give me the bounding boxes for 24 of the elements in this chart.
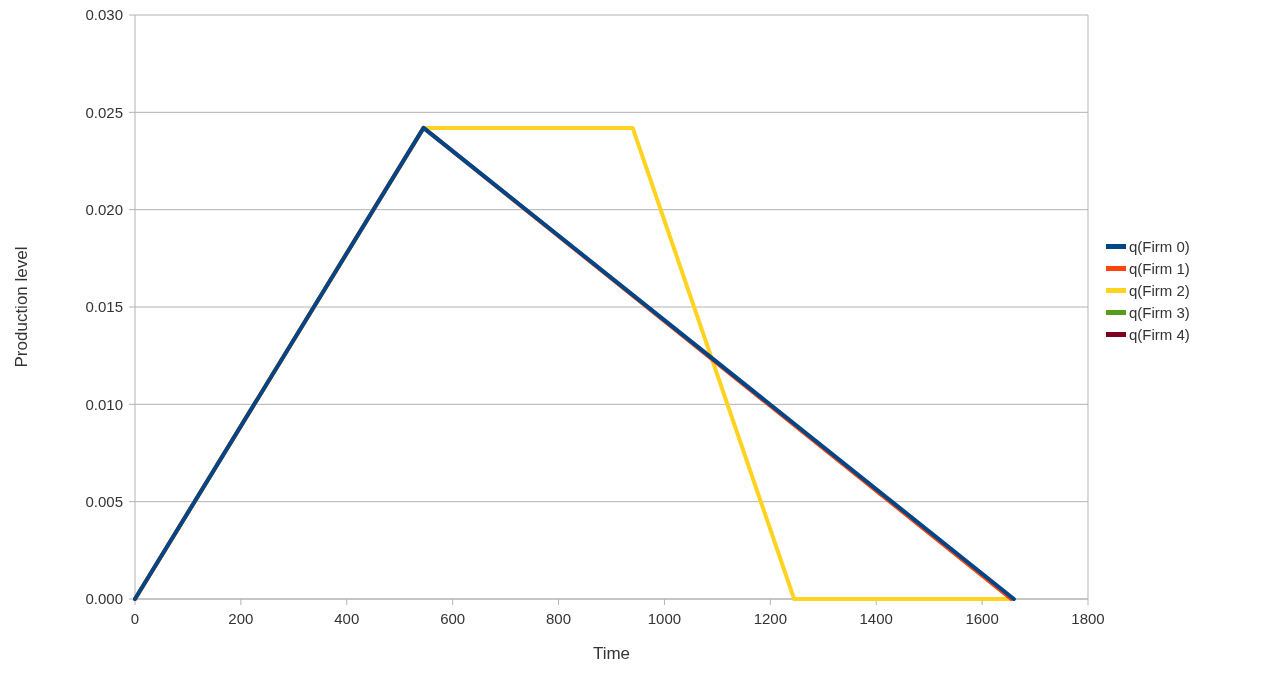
x-tick-label: 0 [130, 610, 140, 627]
x-tick-label: 400 [334, 610, 360, 627]
y-tick-label: 0.000 [85, 590, 123, 608]
x-axis-title: Time [592, 644, 631, 663]
legend-label: q(Firm 1) [1129, 260, 1190, 278]
x-tick-label: 1800 [1071, 610, 1105, 627]
y-axis-title: Production level [12, 246, 31, 368]
y-tick-label: 0.010 [85, 395, 123, 413]
x-tick-label: 1400 [859, 610, 893, 627]
x-tick-label: 600 [440, 610, 466, 627]
legend-label: q(Firm 0) [1129, 238, 1190, 256]
y-tick-label: 0.020 [85, 200, 123, 218]
x-tick-label: 1000 [647, 610, 682, 627]
legend-label: q(Firm 4) [1129, 326, 1190, 344]
y-tick-label: 0.005 [85, 492, 123, 510]
legend-label: q(Firm 2) [1129, 282, 1190, 300]
x-tick-label: 1200 [753, 610, 788, 627]
y-tick-label: 0.025 [85, 103, 123, 121]
y-tick-label: 0.015 [85, 298, 123, 316]
legend-label: q(Firm 3) [1129, 304, 1190, 322]
x-tick-label: 800 [546, 610, 572, 627]
y-tick-label: 0.030 [85, 6, 123, 24]
x-tick-label: 200 [228, 610, 254, 627]
x-tick-label: 1600 [965, 610, 999, 627]
